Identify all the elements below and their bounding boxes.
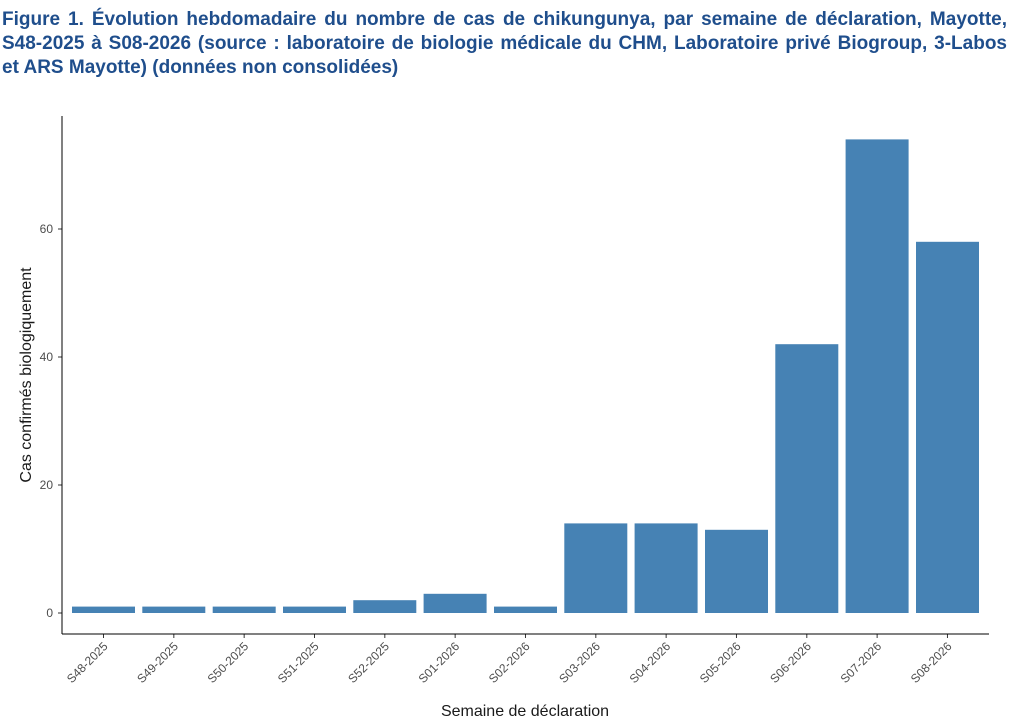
bar-s49-2025: [142, 606, 206, 613]
y-axis-ticks: 0 20 40 60: [40, 222, 62, 620]
bar-s48-2025: [72, 606, 135, 613]
bar-s52-2025: [353, 600, 417, 613]
bar-s06-2026: [775, 344, 839, 613]
x-tick-label: S49-2025: [134, 639, 181, 686]
bars-group: [72, 139, 979, 614]
x-tick-label: S04-2026: [627, 639, 674, 686]
x-axis-ticks: S48-2025 S49-2025 S50-2025 S51-2025 S52-2025…: [64, 634, 955, 686]
x-tick-label: S05-2026: [697, 639, 744, 686]
x-tick-label: S06-2026: [767, 639, 814, 686]
bar-s07-2026: [845, 139, 909, 613]
x-tick-label: S01-2026: [416, 639, 463, 686]
x-tick-label: S07-2026: [838, 639, 885, 686]
x-tick-label: S52-2025: [345, 639, 392, 686]
bar-s50-2025: [212, 606, 276, 613]
figure-title: Figure 1. Évolution hebdomadaire du nomb…: [2, 9, 1007, 78]
x-tick-label: S03-2026: [556, 639, 603, 686]
bar-s04-2026: [634, 523, 698, 613]
bar-s03-2026: [564, 523, 628, 613]
y-axis-title: Cas confirmés biologiquement: [18, 267, 35, 483]
y-tick-label: 20: [40, 478, 54, 492]
bar-s02-2026: [494, 606, 557, 613]
x-axis-title: Semaine de déclaration: [441, 703, 609, 720]
y-tick-label: 60: [40, 222, 54, 236]
bar-s05-2026: [705, 529, 768, 613]
x-tick-label: S02-2026: [486, 639, 533, 686]
bar-s01-2026: [423, 593, 487, 613]
x-tick-label: S50-2025: [205, 639, 252, 686]
x-tick-label: S48-2025: [64, 639, 111, 686]
bar-s51-2025: [283, 606, 346, 613]
y-tick-label: 40: [40, 350, 54, 364]
bar-s08-2026: [916, 241, 979, 614]
x-tick-label: S51-2025: [275, 639, 322, 686]
x-tick-label: S08-2026: [908, 639, 955, 686]
y-tick-label: 0: [46, 606, 53, 620]
